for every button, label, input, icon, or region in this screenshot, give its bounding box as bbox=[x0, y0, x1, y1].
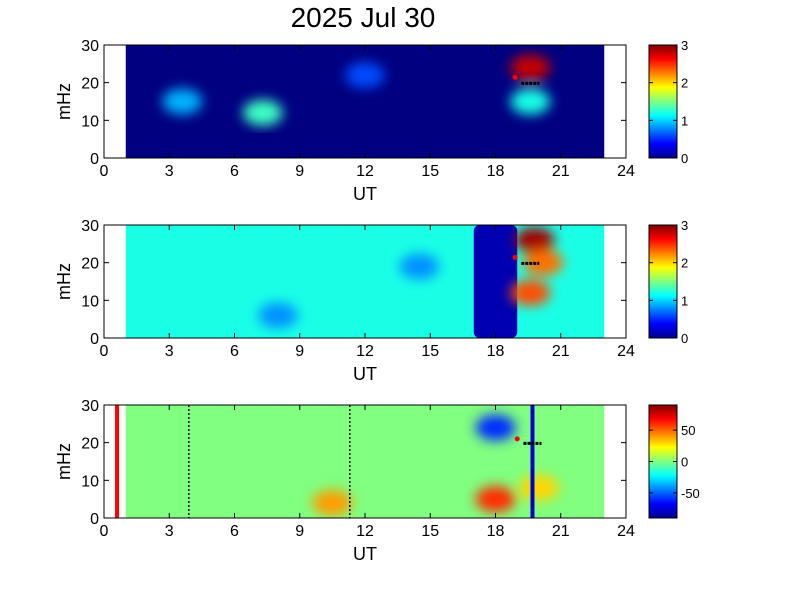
x-tick-label: 18 bbox=[487, 343, 505, 360]
y-tick-label: 10 bbox=[81, 293, 99, 310]
heatmap-feature bbox=[475, 414, 516, 441]
x-tick-label: 15 bbox=[421, 163, 439, 180]
heatmap-feature bbox=[475, 486, 516, 513]
y-tick-label: 0 bbox=[90, 511, 99, 528]
heatmap-feature bbox=[162, 88, 203, 115]
colorbar-gradient bbox=[648, 44, 678, 159]
y-tick-label: 30 bbox=[81, 398, 99, 415]
y-tick-label: 30 bbox=[81, 218, 99, 235]
spectrogram-panel-3: 0 3 6 9 12 15 18 21 24 0 10 20 30 UT mHz 50 0 -50 bbox=[54, 398, 700, 564]
heatmap-background bbox=[125, 405, 605, 518]
figure-title: 2025 Jul 30 bbox=[290, 2, 436, 33]
colorbar-tick-label: 0 bbox=[681, 455, 688, 470]
x-tick-label: 0 bbox=[100, 343, 109, 360]
x-tick-label: 15 bbox=[421, 343, 439, 360]
x-tick-label: 21 bbox=[552, 343, 570, 360]
x-tick-label: 18 bbox=[487, 523, 505, 540]
colorbar-tick-label: 50 bbox=[681, 423, 695, 438]
colorbar-tick-label: -50 bbox=[681, 486, 700, 501]
x-tick-label: 15 bbox=[421, 523, 439, 540]
colorbar-gradient bbox=[648, 224, 678, 339]
heatmap-features bbox=[162, 54, 551, 126]
colorbar: 0 1 2 3 bbox=[648, 38, 688, 166]
colorbar-tick-label: 0 bbox=[681, 151, 688, 166]
heatmap-feature bbox=[312, 489, 353, 516]
x-tick-label: 24 bbox=[617, 523, 635, 540]
y-tick-label: 0 bbox=[90, 151, 99, 168]
x-tick-label: 21 bbox=[552, 523, 570, 540]
x-tick-label: 9 bbox=[295, 523, 304, 540]
x-axis-label: UT bbox=[353, 544, 377, 564]
colorbar-tick-label: 3 bbox=[681, 38, 688, 53]
x-tick-label: 12 bbox=[356, 163, 374, 180]
event-marker-red bbox=[512, 74, 518, 80]
x-axis-label: UT bbox=[353, 364, 377, 384]
colorbar-tick-label: 2 bbox=[681, 256, 688, 271]
x-tick-label: 9 bbox=[295, 343, 304, 360]
x-tick-label: 0 bbox=[100, 163, 109, 180]
colorbar: 0 1 2 3 bbox=[648, 218, 688, 346]
y-axis-label: mHz bbox=[54, 443, 74, 480]
x-tick-label: 12 bbox=[356, 343, 374, 360]
x-tick-label: 24 bbox=[617, 343, 635, 360]
y-tick-label: 10 bbox=[81, 473, 99, 490]
heatmap-feature bbox=[242, 99, 283, 126]
heatmap-image bbox=[115, 405, 605, 518]
y-tick-label: 20 bbox=[81, 436, 99, 453]
x-tick-label: 3 bbox=[165, 163, 174, 180]
event-marker-red bbox=[514, 436, 520, 442]
x-tick-label: 24 bbox=[617, 163, 635, 180]
x-tick-label: 3 bbox=[165, 343, 174, 360]
colorbar-tick-label: 3 bbox=[681, 218, 688, 233]
y-tick-label: 20 bbox=[81, 76, 99, 93]
heatmap-feature bbox=[345, 62, 385, 89]
heatmap-features bbox=[258, 227, 564, 329]
heatmap-feature bbox=[510, 279, 551, 306]
colorbar-tick-label: 1 bbox=[681, 293, 688, 308]
heatmap-low-region bbox=[473, 225, 518, 338]
heatmap-feature bbox=[399, 253, 440, 280]
colorbar-tick-label: 1 bbox=[681, 113, 688, 128]
colorbar-gradient bbox=[648, 404, 678, 519]
heatmap-image bbox=[125, 225, 605, 338]
colorbar-tick-label: 2 bbox=[681, 76, 688, 91]
x-tick-label: 0 bbox=[100, 523, 109, 540]
y-axis-label: mHz bbox=[54, 83, 74, 120]
event-marker-red bbox=[512, 254, 518, 260]
y-axis-label: mHz bbox=[54, 263, 74, 300]
heatmap-feature bbox=[519, 474, 559, 501]
x-tick-label: 12 bbox=[356, 523, 374, 540]
heatmap-features bbox=[312, 414, 559, 516]
x-tick-label: 3 bbox=[165, 523, 174, 540]
y-tick-label: 20 bbox=[81, 256, 99, 273]
y-tick-label: 0 bbox=[90, 331, 99, 348]
heatmap-feature bbox=[514, 227, 555, 254]
y-tick-label: 10 bbox=[81, 113, 99, 130]
heatmap-feature bbox=[510, 54, 551, 81]
heatmap-image bbox=[125, 45, 605, 158]
heatmap-feature bbox=[258, 302, 298, 329]
colorbar: 50 0 -50 bbox=[648, 404, 700, 519]
x-axis-label: UT bbox=[353, 184, 377, 204]
colorbar-tick-label: 0 bbox=[681, 331, 688, 346]
heatmap-feature bbox=[523, 249, 564, 276]
y-tick-label: 30 bbox=[81, 38, 99, 55]
heatmap-feature bbox=[510, 88, 551, 115]
x-tick-label: 18 bbox=[487, 163, 505, 180]
x-tick-label: 6 bbox=[230, 163, 239, 180]
x-tick-label: 21 bbox=[552, 163, 570, 180]
x-tick-label: 6 bbox=[230, 343, 239, 360]
x-tick-label: 6 bbox=[230, 523, 239, 540]
x-tick-label: 9 bbox=[295, 163, 304, 180]
